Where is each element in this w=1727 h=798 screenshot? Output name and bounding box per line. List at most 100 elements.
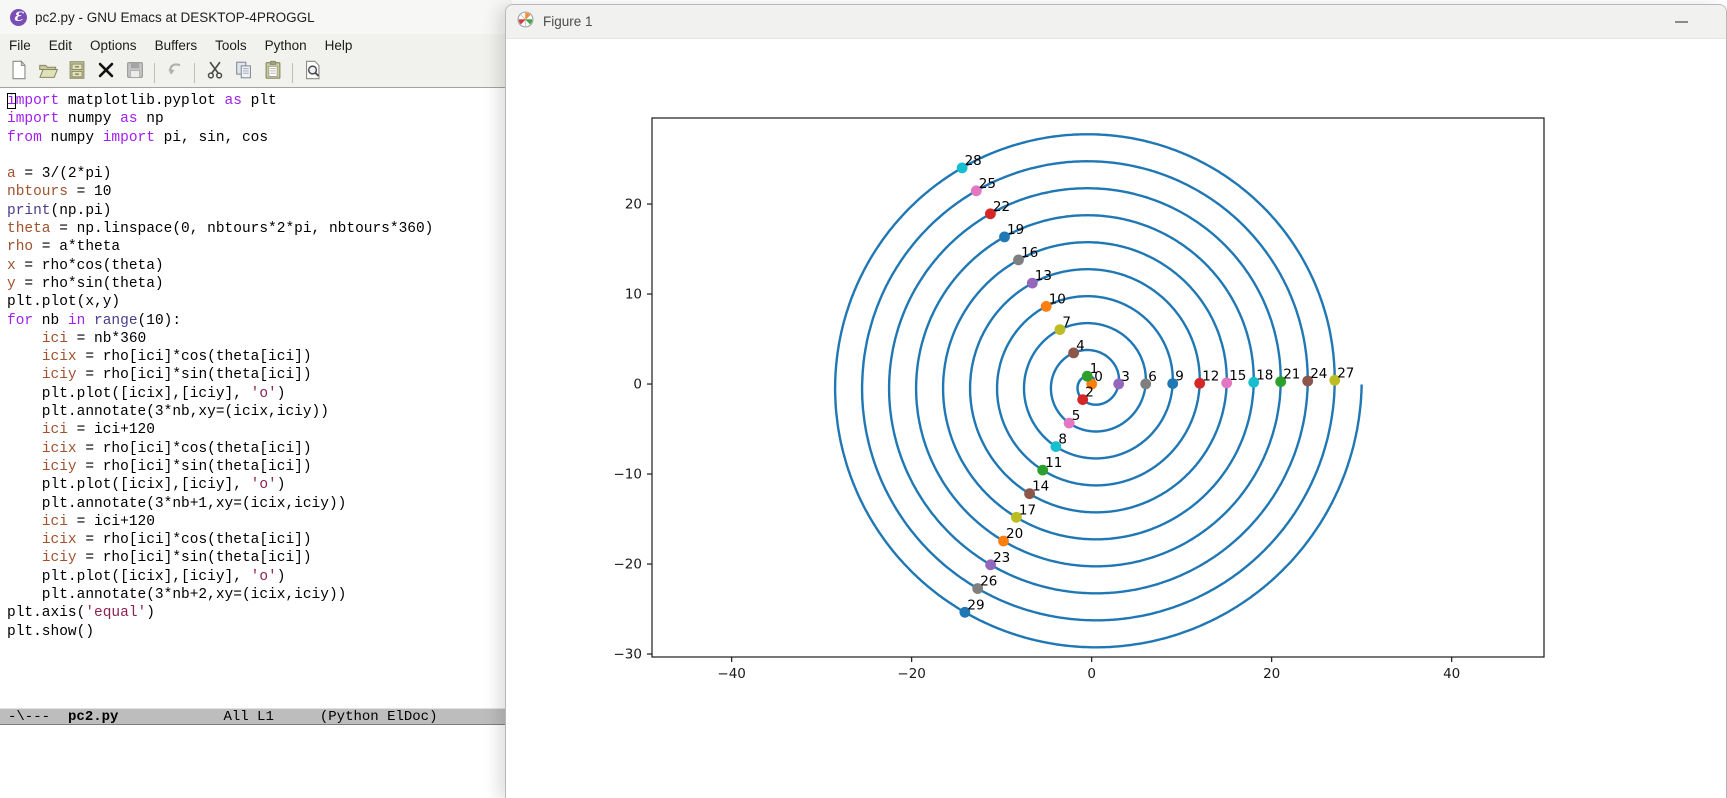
code-line: plt.annotate(3*nb,xy=(icix,iciy)): [7, 404, 329, 421]
code-line: iciy = rho[ici]*sin(theta[ici]): [41, 550, 312, 567]
menu-help[interactable]: Help: [324, 38, 353, 53]
code-line: icix = rho[ici]*cos(theta[ici]): [41, 532, 312, 549]
data-point-15: [1221, 377, 1233, 389]
data-point-21: [1275, 376, 1287, 388]
paste-icon: [262, 59, 284, 86]
point-label-25: 25: [979, 176, 996, 192]
plot-canvas: −40 −20 0 20 40−30−20−1001020012345678910111…: [506, 40, 1726, 798]
code-line: ici = ici+120: [41, 422, 155, 439]
code-line: plt.plot([icix],[iciy], 'o'): [7, 477, 286, 494]
data-point-17: [1011, 511, 1022, 523]
search-button[interactable]: [299, 59, 326, 86]
emacs-window: Ɛ pc2.py - GNU Emacs at DESKTOP-4PROGGL …: [0, 0, 512, 798]
minimize-icon[interactable]: [1675, 21, 1688, 23]
point-label-8: 8: [1058, 432, 1067, 448]
menu-options[interactable]: Options: [90, 38, 137, 53]
menu-tools[interactable]: Tools: [215, 38, 247, 53]
cut-button[interactable]: [201, 59, 228, 86]
data-point-25: [970, 185, 982, 197]
point-label-9: 9: [1175, 369, 1184, 385]
data-point-11: [1037, 464, 1049, 476]
point-label-28: 28: [965, 153, 982, 169]
code-line: x = rho*cos(theta): [7, 257, 164, 274]
code-editor[interactable]: import matplotlib.pyplot as plt import nu…: [0, 89, 512, 708]
open-file-button[interactable]: [34, 59, 61, 86]
x-tick-label: 0: [1087, 666, 1096, 682]
x-tick-label: −40: [717, 666, 746, 682]
code-line: plt.plot(x,y): [7, 294, 121, 311]
x-tick-label: 40: [1443, 666, 1460, 682]
y-tick-label: −10: [614, 467, 643, 483]
code-line: icix = rho[ici]*cos(theta[ici]): [41, 440, 312, 457]
code-line: iciy = rho[ici]*sin(theta[ici]): [41, 458, 312, 475]
data-point-9: [1167, 378, 1179, 389]
toolbar-separator: [292, 62, 293, 83]
data-point-28: [956, 162, 968, 174]
point-label-29: 29: [967, 597, 984, 613]
point-label-17: 17: [1019, 502, 1036, 518]
code-line: a = 3/(2*pi): [7, 166, 112, 183]
point-label-4: 4: [1076, 338, 1085, 354]
directory-button[interactable]: [63, 59, 90, 86]
data-point-5: [1063, 417, 1075, 429]
text-cursor: i: [7, 93, 16, 109]
code-line: plt.annotate(3*nb+2,xy=(icix,iciy)): [7, 587, 347, 604]
figure-window: Figure 1 −40 −20 0 20 40 −30 −20 −10 0 10 20 0 1 2 3 4 5…: [505, 4, 1727, 798]
search-icon: [302, 59, 324, 86]
data-point-22: [985, 208, 996, 220]
data-point-7: [1054, 324, 1066, 335]
y-tick-label: 20: [625, 197, 642, 213]
menu-buffers[interactable]: Buffers: [154, 38, 198, 53]
point-label-6: 6: [1148, 369, 1157, 385]
code-line: y = rho*sin(theta): [7, 275, 164, 292]
data-point-23: [985, 559, 996, 571]
paste-button[interactable]: [259, 59, 286, 86]
code-line: import numpy as np: [7, 111, 164, 128]
point-label-24: 24: [1310, 366, 1327, 382]
data-point-14: [1024, 488, 1035, 500]
data-point-26: [972, 583, 984, 594]
open-file-icon: [37, 59, 59, 86]
data-point-1: [1081, 370, 1093, 382]
menu-edit[interactable]: Edit: [48, 38, 73, 53]
code-line: theta = np.linspace(0, nbtours*2*pi, nbt…: [7, 221, 434, 238]
point-label-10: 10: [1049, 291, 1066, 307]
point-label-18: 18: [1256, 367, 1273, 383]
point-label-23: 23: [993, 550, 1010, 566]
point-label-16: 16: [1021, 245, 1038, 261]
emacs-window-title: pc2.py - GNU Emacs at DESKTOP-4PROGGL: [35, 9, 315, 25]
code-line: plt.plot([icix],[iciy], 'o'): [7, 385, 286, 402]
new-file-icon: [8, 59, 30, 86]
toolbar-separator: [154, 62, 155, 83]
emacs-titlebar[interactable]: Ɛ pc2.py - GNU Emacs at DESKTOP-4PROGGL: [0, 0, 512, 34]
menu-python[interactable]: Python: [264, 38, 307, 53]
menu-file[interactable]: File: [9, 38, 31, 53]
figure-titlebar[interactable]: Figure 1: [506, 5, 1726, 39]
data-point-0: [1086, 378, 1098, 390]
spiral-line: [833, 133, 1363, 649]
data-point-4: [1068, 347, 1079, 359]
data-point-20: [998, 535, 1009, 547]
y-tick-label: 0: [633, 377, 642, 393]
y-tick-label: 10: [625, 287, 642, 303]
point-label-12: 12: [1202, 368, 1219, 384]
code-line: iciy = rho[ici]*sin(theta[ici]): [41, 367, 312, 384]
new-file-button[interactable]: [5, 59, 32, 86]
code-line: ici = ici+120: [41, 513, 155, 530]
data-point-19: [999, 231, 1010, 243]
point-label-13: 13: [1035, 268, 1052, 284]
save-button[interactable]: [121, 59, 148, 86]
undo-button[interactable]: [161, 59, 188, 86]
x-tick-label: 20: [1263, 666, 1280, 682]
point-label-1: 1: [1090, 361, 1099, 377]
code-line: nbtours = 10: [7, 184, 112, 201]
copy-button[interactable]: [230, 59, 257, 86]
kill-buffer-button[interactable]: [92, 59, 119, 86]
code-line: import matplotlib.pyplot as plt: [7, 93, 277, 109]
save-icon: [124, 59, 146, 86]
point-label-21: 21: [1283, 367, 1300, 383]
code-line: [7, 147, 512, 165]
x-tick-label: −20: [897, 666, 926, 682]
matplotlib-logo-icon: [517, 11, 534, 33]
undo-icon: [164, 59, 186, 86]
